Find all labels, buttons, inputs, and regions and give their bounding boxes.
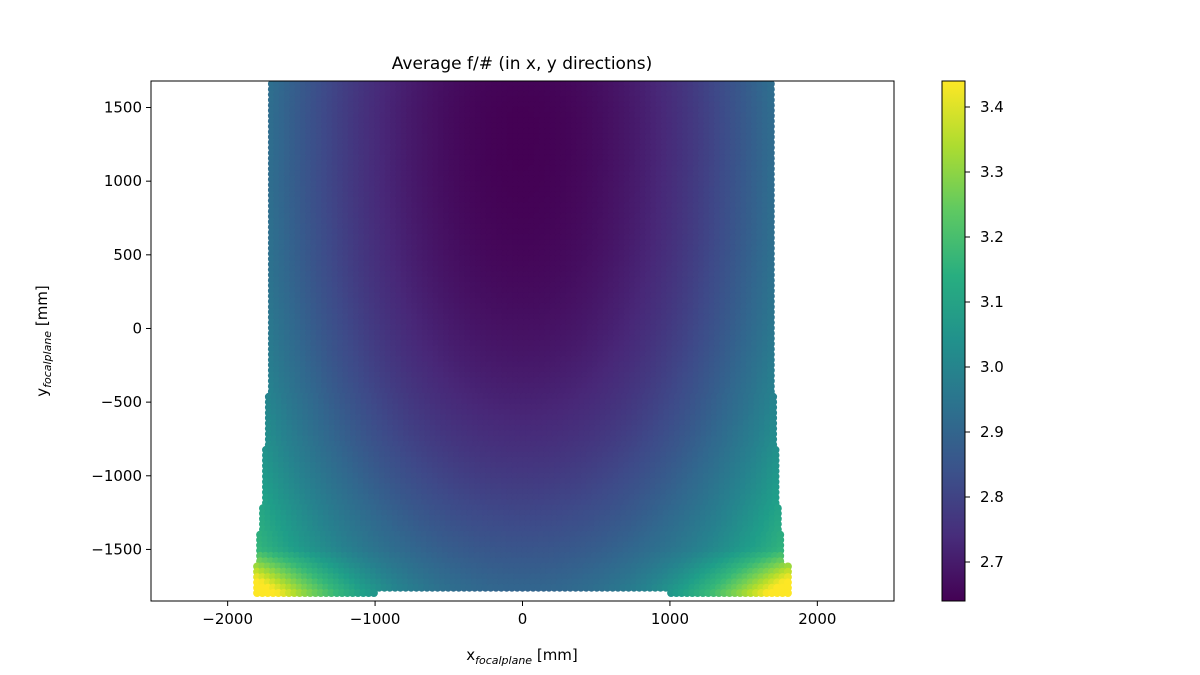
chart-title: Average f/# (in x, y directions) [392,54,652,74]
scatter-points [253,81,792,597]
